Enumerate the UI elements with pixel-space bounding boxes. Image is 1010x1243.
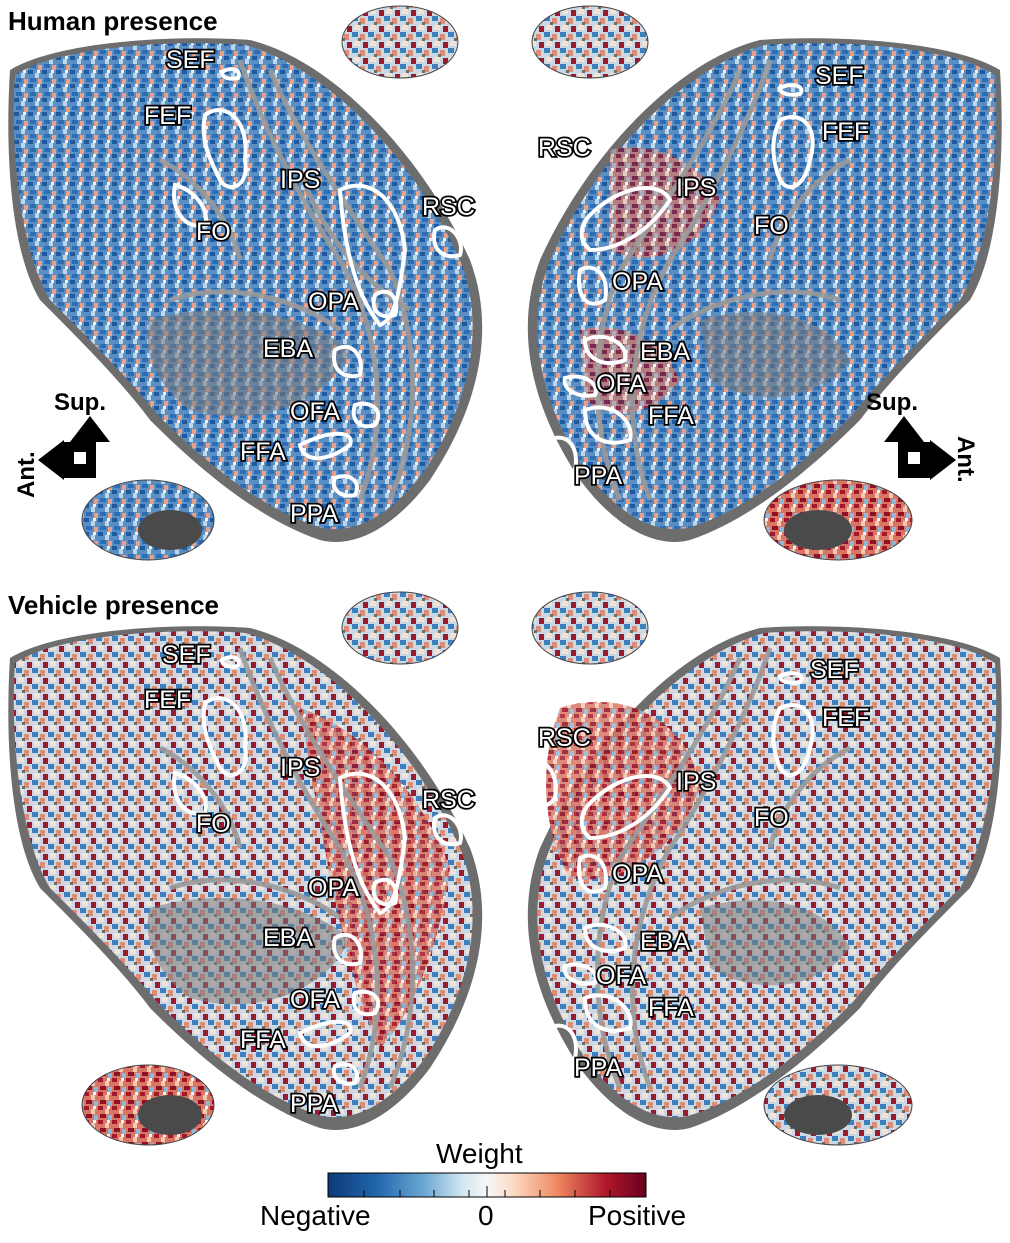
roi-label-left-sef: SEF	[162, 641, 211, 669]
roi-label-right-ips: IPS	[676, 768, 716, 796]
roi-label-right-opa: OPA	[612, 860, 663, 888]
roi-label-right-ppa: PPA	[574, 462, 622, 490]
roi-label-right-rsc: RSC	[538, 134, 591, 162]
roi-label-right-fef: FEF	[822, 704, 869, 732]
panel-title-human: Human presence	[8, 6, 218, 36]
roi-label-right-ffa: FFA	[648, 402, 694, 430]
flatmap-left-human	[8, 38, 483, 542]
roi-label-left-ppa: PPA	[290, 1090, 338, 1118]
superior-label-right: Sup.	[866, 389, 918, 416]
roi-label-left-ips: IPS	[280, 166, 320, 194]
roi-label-left-opa: OPA	[308, 288, 359, 316]
roi-label-right-sef: SEF	[815, 62, 864, 90]
roi-label-left-ffa: FFA	[240, 1026, 286, 1054]
colorbar-title: Weight	[436, 1138, 523, 1169]
lateral-brain-right-top	[531, 5, 649, 79]
colorbar-zero-label: 0	[478, 1200, 494, 1231]
roi-label-right-ofa: OFA	[596, 370, 646, 398]
roi-label-right-ffa: FFA	[648, 994, 694, 1022]
direction-arrows-icon	[38, 416, 110, 480]
roi-label-left-ofa: OFA	[290, 986, 340, 1014]
flatmap-left-vehicle	[8, 626, 483, 1130]
flatmap-right-human	[517, 38, 1002, 542]
roi-label-left-opa: OPA	[308, 874, 359, 902]
lateral-brain-left-top	[341, 5, 459, 79]
colorbar-negative-label: Negative	[260, 1200, 371, 1231]
orientation-indicator-left: Sup. Ant.	[13, 389, 110, 498]
superior-label-left: Sup.	[54, 389, 106, 416]
roi-label-left-rsc: RSC	[422, 786, 475, 814]
anterior-label-right: Ant.	[952, 436, 979, 483]
roi-label-right-ofa: OFA	[596, 962, 646, 990]
panel-vehicle: SEF FEF IPS FO RSC OPA EBA OFA FFA PPA S…	[8, 591, 1002, 1146]
flatmap-right-vehicle	[517, 626, 1002, 1130]
roi-label-right-ips: IPS	[676, 174, 716, 202]
orientation-indicator-right: Sup. Ant.	[866, 389, 979, 483]
panel-human: SEF FEF IPS FO RSC OPA EBA OFA FFA PPA S…	[8, 5, 1002, 561]
roi-label-right-ppa: PPA	[574, 1054, 622, 1082]
colorbar-ticks	[363, 1186, 611, 1197]
roi-label-left-sef: SEF	[166, 46, 215, 74]
roi-label-right-opa: OPA	[612, 268, 663, 296]
colorbar	[327, 1172, 647, 1198]
roi-label-left-ips: IPS	[280, 754, 320, 782]
roi-label-left-ppa: PPA	[290, 500, 338, 528]
roi-label-left-fef: FEF	[144, 686, 191, 714]
roi-label-left-rsc: RSC	[422, 193, 475, 221]
lateral-brain-right-bottom	[531, 591, 649, 665]
colorbar-positive-label: Positive	[588, 1200, 687, 1231]
roi-label-right-fo: FO	[754, 212, 789, 240]
roi-label-right-eba: EBA	[640, 928, 690, 956]
roi-label-right-fef: FEF	[822, 118, 869, 146]
roi-label-right-sef: SEF	[810, 656, 859, 684]
roi-label-left-fef: FEF	[144, 102, 191, 130]
anterior-label-left: Ant.	[13, 451, 40, 498]
roi-label-right-rsc: RSC	[538, 724, 591, 752]
roi-label-left-fo: FO	[196, 810, 231, 838]
roi-label-left-eba: EBA	[263, 335, 313, 363]
roi-label-right-eba: EBA	[640, 338, 690, 366]
panel-title-vehicle: Vehicle presence	[8, 590, 220, 620]
roi-label-right-fo: FO	[754, 804, 789, 832]
roi-label-left-ofa: OFA	[290, 398, 340, 426]
lateral-brain-left-bottom	[341, 591, 459, 665]
direction-arrows-icon	[884, 416, 956, 480]
roi-label-left-fo: FO	[196, 218, 231, 246]
roi-label-left-eba: EBA	[263, 924, 313, 952]
roi-label-left-ffa: FFA	[240, 438, 286, 466]
